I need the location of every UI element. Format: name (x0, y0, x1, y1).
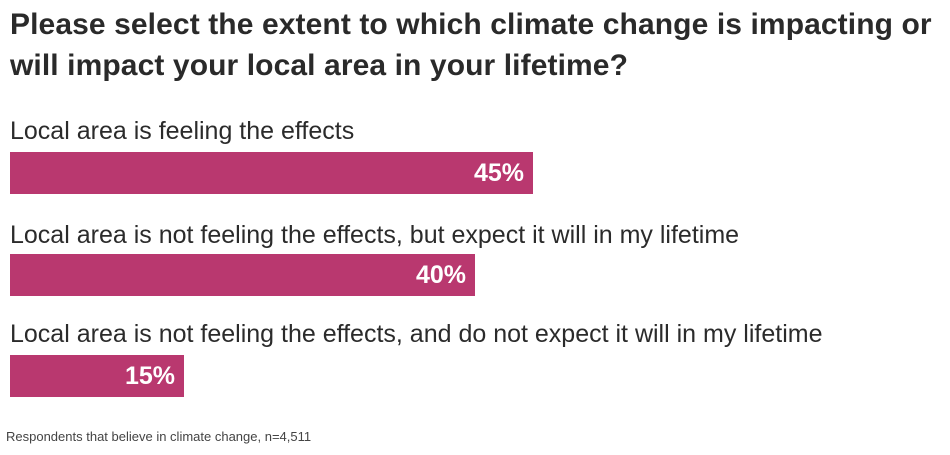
bar: 45% (10, 152, 533, 194)
category-label: Local area is feeling the effects (10, 117, 355, 145)
footnote: Respondents that believe in climate chan… (6, 429, 312, 444)
chart-title: Please select the extent to which climat… (10, 8, 932, 82)
bar-value-label: 15% (124, 362, 175, 390)
bar: 40% (10, 254, 475, 296)
bar-value-label: 40% (415, 261, 466, 289)
category-label: Local area is not feeling the effects, a… (10, 320, 823, 348)
bar: 15% (10, 355, 184, 397)
bar-value-label: 45% (473, 159, 524, 187)
category-label: Local area is not feeling the effects, b… (10, 221, 740, 249)
